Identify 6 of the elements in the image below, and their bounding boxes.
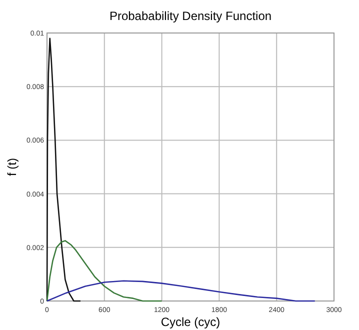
line-series [46,38,82,302]
chart-title: Probabability Density Function [109,9,272,23]
y-axis-title: f (t) [5,158,19,176]
x-axis-title: Cycle (cyc) [160,315,220,329]
line-series [46,240,162,302]
line-series [46,280,316,302]
